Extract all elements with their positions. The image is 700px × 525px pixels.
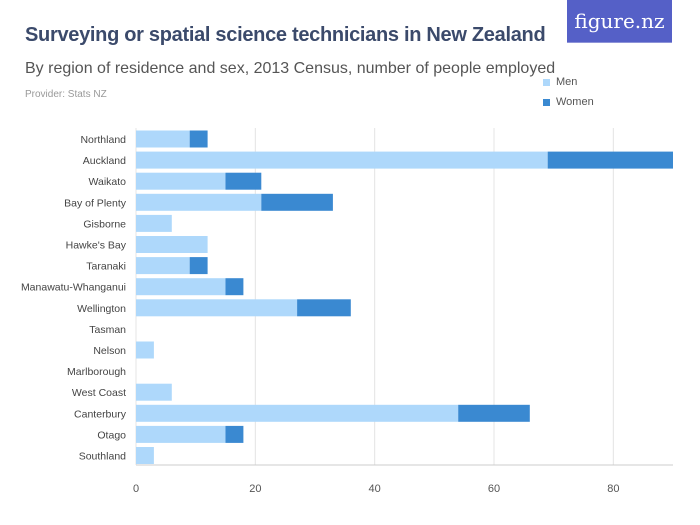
chart-subtitle: By region of residence and sex, 2013 Cen… (25, 60, 556, 77)
category-label: Tasman (89, 324, 126, 336)
bar-women (189, 257, 208, 275)
legend-label: Women (556, 96, 594, 108)
category-label: Canterbury (74, 408, 127, 420)
bar-women (225, 172, 262, 190)
x-tick-label: 20 (249, 483, 261, 495)
bar-men (136, 278, 226, 296)
category-label: Wellington (77, 303, 126, 315)
bar-women (261, 193, 333, 211)
bar-men (136, 425, 226, 443)
category-label: Bay of Plenty (64, 197, 127, 209)
legend-swatch-men (543, 78, 550, 86)
provider: Provider: Stats NZ (25, 89, 107, 100)
bar-men (136, 236, 208, 253)
bar-women (458, 404, 530, 422)
category-label: Marlborough (67, 366, 126, 378)
bar-men (136, 193, 262, 211)
legend-label: Men (556, 76, 578, 88)
category-label: Otago (97, 429, 126, 441)
x-tick-label: 80 (607, 483, 619, 495)
bar-men (136, 383, 172, 401)
category-label: Northland (80, 134, 126, 146)
bar-men (136, 130, 190, 148)
bar-men (136, 257, 190, 275)
bar-men (136, 172, 226, 190)
bar-women (297, 299, 351, 317)
bar-men (136, 341, 154, 359)
category-label: West Coast (72, 387, 126, 399)
chart-title: Surveying or spatial science technicians… (25, 24, 546, 46)
bar-women (225, 278, 244, 296)
bar-women (225, 425, 244, 443)
category-label: Southland (79, 451, 126, 463)
category-label: Nelson (93, 345, 126, 357)
bar-men (136, 214, 172, 232)
legend-women: Women (543, 96, 594, 108)
x-tick-label: 40 (369, 483, 381, 495)
legend-swatch-women (543, 98, 550, 106)
x-tick-label: 0 (133, 483, 139, 495)
bar-women (547, 151, 673, 169)
figure-nz-logo[interactable]: figure.nz (567, 0, 672, 43)
bar-men (136, 151, 548, 169)
x-tick-label: 60 (488, 483, 500, 495)
bar-women (189, 130, 208, 148)
category-label: Taranaki (86, 261, 126, 273)
category-label: Waikato (88, 176, 126, 188)
category-label: Gisborne (83, 218, 126, 230)
legend-men: Men (543, 76, 577, 88)
bar-men (136, 447, 154, 464)
category-label: Manawatu-Whanganui (21, 282, 126, 294)
bar-men (136, 404, 459, 422)
category-label: Hawke's Bay (66, 240, 127, 252)
category-label: Auckland (83, 155, 126, 167)
bar-men (136, 299, 298, 317)
